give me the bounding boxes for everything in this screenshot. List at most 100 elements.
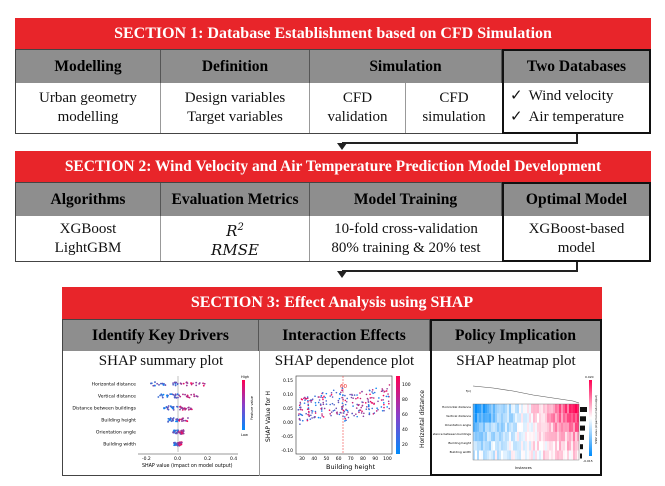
heatmap-cell <box>493 422 495 432</box>
dependence-dot <box>325 392 328 395</box>
section2-optimal-frame <box>502 182 651 262</box>
heatmap-cell <box>527 413 529 423</box>
heatmap-cell <box>521 423 523 432</box>
dependence-dot <box>305 412 307 415</box>
dependence-dot <box>351 393 353 396</box>
heatmap-cell <box>503 404 505 414</box>
shap-dot <box>177 418 179 421</box>
heatmap-cell <box>489 404 491 414</box>
heatmap-cell <box>505 404 507 414</box>
dependence-dot <box>298 413 300 415</box>
section1-header-databases: Two Databases <box>502 50 651 83</box>
shap-dot <box>190 382 192 384</box>
dependence-dot <box>361 401 363 403</box>
heatmap-cell <box>521 451 523 460</box>
dependence-dot <box>372 397 375 399</box>
heatmap-cell <box>545 404 547 414</box>
shap-dot <box>173 381 176 384</box>
heatmap-cell <box>495 422 497 432</box>
dependence-dot <box>373 403 375 405</box>
heatmap-cell <box>473 422 475 432</box>
heatmap-cell <box>553 404 555 414</box>
heatmap-cell <box>511 422 513 432</box>
dependence-dot <box>386 406 388 408</box>
shap-dot <box>180 441 183 444</box>
heatmap-cell <box>573 431 575 442</box>
heatmap-cell <box>571 413 573 423</box>
heatmap-cell <box>483 422 485 432</box>
heatmap-cell <box>525 431 527 442</box>
heatmap-cell <box>529 450 531 460</box>
shap-dot <box>163 407 166 410</box>
heatmap-cell <box>491 431 493 442</box>
heatmap-cell <box>535 404 537 414</box>
heatmap-cell <box>481 413 483 423</box>
dependence-dot <box>341 402 344 404</box>
heatmap-cell <box>479 422 481 432</box>
dependence-dot <box>329 395 332 397</box>
colorbar-label: SHAP value (impact on model output) <box>594 395 598 444</box>
heatmap-cell <box>577 441 579 451</box>
dependence-dot <box>325 403 328 405</box>
dependence-dot <box>383 403 385 406</box>
dependence-dot <box>344 417 347 420</box>
heatmap-cell <box>533 413 535 423</box>
section1-definition-cell: Design variables Target variables <box>161 83 310 133</box>
heatmap-cell <box>513 404 515 414</box>
shap-dot <box>179 382 182 385</box>
heatmap-cell <box>499 441 501 451</box>
dependence-dot <box>360 412 363 414</box>
shap-dot <box>179 441 181 444</box>
x-tick-label: 60 <box>336 456 342 462</box>
dependence-dot <box>342 415 344 418</box>
feature-label: Building height <box>448 441 472 445</box>
dependence-dot <box>299 403 302 405</box>
heatmap-cell <box>487 413 489 423</box>
heatmap-cell <box>473 413 475 423</box>
shap-dot <box>167 421 169 423</box>
heatmap-cell <box>537 450 539 460</box>
dependence-dot <box>368 413 371 416</box>
heatmap-cell <box>523 404 525 414</box>
heatmap-frame <box>472 403 580 461</box>
dependence-dot <box>332 410 335 412</box>
shap-dot <box>179 433 182 435</box>
heatmap-cell <box>519 423 521 432</box>
heatmap-cell <box>495 450 497 460</box>
heatmap-cell <box>517 431 519 442</box>
dependence-dot <box>388 407 391 410</box>
heatmap-cell <box>523 413 525 423</box>
heatmap-cell <box>515 404 517 414</box>
dependence-dot <box>329 403 331 406</box>
heatmap-cell <box>507 441 509 451</box>
heatmap-cell <box>503 422 505 432</box>
heatmap-cell <box>497 413 499 423</box>
heatmap-cell <box>479 451 481 460</box>
section3-header-drivers: Identify Key Drivers <box>63 320 259 351</box>
heatmap-cell <box>519 404 521 413</box>
section2-banner: SECTION 2: Wind Velocity and Air Tempera… <box>15 151 651 182</box>
heatmap-cell <box>499 450 501 460</box>
dependence-dot <box>340 412 342 414</box>
heatmap-cell <box>497 404 499 414</box>
dependence-dot <box>342 412 345 414</box>
shap-dot <box>176 405 178 408</box>
heatmap-cell <box>487 441 489 451</box>
dependence-dot <box>384 390 386 393</box>
heatmap-cell <box>519 450 521 460</box>
dependence-dot <box>378 397 380 399</box>
dependence-dot <box>383 409 385 412</box>
shap-dot <box>167 406 169 409</box>
heatmap-cell <box>515 422 517 432</box>
heatmap-cell <box>483 413 485 423</box>
heatmap-cell <box>491 413 493 423</box>
shap-dot <box>152 384 155 387</box>
heatmap-cell <box>565 431 567 442</box>
dependence-dot <box>330 414 332 417</box>
heatmap-cell <box>477 413 479 423</box>
dependence-dot <box>351 401 354 404</box>
heatmap-cell <box>547 441 549 451</box>
dependence-dot <box>340 391 342 394</box>
colorbar-high-label: High <box>241 375 249 379</box>
dependence-dot <box>299 406 302 409</box>
